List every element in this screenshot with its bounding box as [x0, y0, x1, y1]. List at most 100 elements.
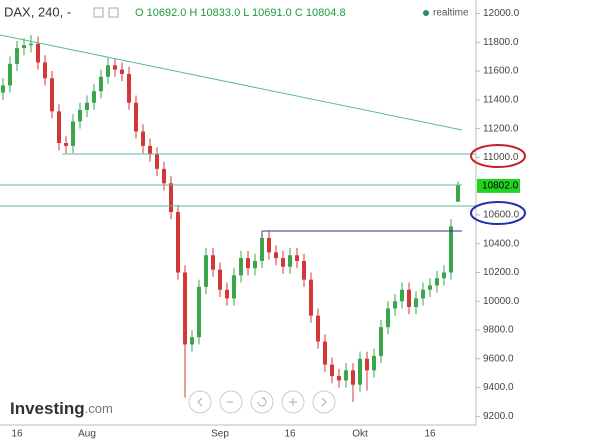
scroll-right[interactable] [312, 390, 336, 414]
y-tick-label: 9800.0 [483, 325, 514, 336]
y-tick-label: 11600.0 [483, 66, 519, 77]
candle-body [92, 91, 96, 103]
candle-body [85, 102, 89, 110]
candle-body [64, 143, 68, 146]
candle-body [15, 48, 19, 64]
candle-body [225, 289, 229, 299]
y-tick-label: 10400.0 [483, 238, 520, 249]
candle-body [113, 65, 117, 70]
candle-body [148, 145, 152, 155]
price-tag-label: 10802.0 [482, 181, 519, 192]
candle-body [253, 260, 257, 269]
y-tick-label: 9600.0 [483, 353, 514, 364]
y-tick-label: 10000.0 [483, 296, 520, 307]
candle-body [365, 358, 369, 371]
candle-body [22, 45, 26, 49]
highlight-circle [470, 144, 526, 168]
candle-body [197, 286, 201, 338]
candle-body [386, 308, 390, 328]
candle-body [204, 255, 208, 287]
trend-line [0, 34, 463, 131]
candle-body [239, 258, 243, 276]
candle-body [449, 226, 453, 273]
candle-body [29, 43, 33, 46]
candle-body [57, 111, 61, 143]
candle-body [1, 85, 5, 93]
x-tick-label: Sep [211, 429, 229, 440]
candle-body [141, 131, 145, 146]
logo-name: Investing [10, 399, 85, 418]
candle-body [99, 76, 103, 92]
highlight-circle [470, 201, 526, 225]
scroll-left[interactable] [188, 390, 212, 414]
candle-body [288, 255, 292, 267]
annotations [0, 34, 476, 238]
candle-body [127, 73, 131, 103]
y-tick-label: 12000.0 [483, 8, 520, 19]
candle-body [134, 102, 138, 132]
candle-body [274, 252, 278, 259]
candle-body [260, 237, 264, 261]
candle-body [43, 62, 47, 79]
price-tag [477, 178, 520, 193]
candle-body [302, 260, 306, 280]
plot [1, 35, 460, 402]
y-tick-label: 9400.0 [483, 382, 514, 393]
candle-body [421, 289, 425, 299]
candle-body [232, 275, 236, 299]
candle-body [344, 370, 348, 381]
candle-body [372, 355, 376, 371]
y-tick-label: 10200.0 [483, 267, 520, 278]
candle-body [323, 341, 327, 365]
icon[interactable] [93, 7, 104, 18]
y-tick-label: 11000.0 [483, 152, 519, 163]
x-tick-label: Aug [78, 429, 96, 440]
y-tick-label: 11400.0 [483, 94, 519, 105]
x-tick-label: 16 [284, 429, 296, 440]
logo-suffix: .com [85, 401, 113, 416]
candle-body [183, 272, 187, 345]
icon[interactable] [108, 7, 119, 18]
candle-body [162, 168, 166, 184]
logo: Investing.com [10, 399, 113, 418]
candle-body [358, 358, 362, 385]
candle-body [351, 370, 355, 385]
nav-buttons [188, 390, 336, 414]
candle-body [393, 301, 397, 309]
candle-body [281, 258, 285, 267]
candle-body [407, 289, 411, 308]
candle-body [414, 298, 418, 308]
candle-body [309, 279, 313, 316]
candle-body [246, 258, 250, 269]
candle-body [176, 212, 180, 273]
nav-icons [197, 397, 327, 407]
candle-body [456, 185, 460, 202]
axis-labels: 12000.0 11800.0 11600.0 11400.0 11200.0 11000… [11, 8, 520, 440]
y-tick-label: 11200.0 [483, 123, 519, 134]
reset[interactable] [250, 390, 274, 414]
candle-body [155, 154, 159, 169]
candle-body [218, 269, 222, 290]
candle-body [330, 364, 334, 377]
candle-body [211, 255, 215, 270]
candle-body [8, 63, 12, 86]
candle-body [120, 69, 124, 74]
candle-body [379, 327, 383, 356]
symbol: DAX, 240, - [4, 4, 71, 19]
candle-body [71, 121, 75, 146]
candle-body [50, 78, 54, 112]
candle-body [442, 272, 446, 279]
x-tick-label: 16 [11, 429, 23, 440]
candle-body [267, 237, 271, 253]
candle-body [78, 109, 82, 122]
candle-body [428, 285, 432, 290]
candle-body [337, 376, 341, 381]
y-tick-label: 9200.0 [483, 411, 514, 422]
candle-body [316, 315, 320, 342]
x-tick-label: Okt [352, 429, 368, 440]
y-tick-label: 11800.0 [483, 37, 519, 48]
ohlc: O 10692.0 H 10833.0 L 10691.0 C 10804.8 [135, 7, 346, 19]
candle-body [400, 289, 404, 302]
